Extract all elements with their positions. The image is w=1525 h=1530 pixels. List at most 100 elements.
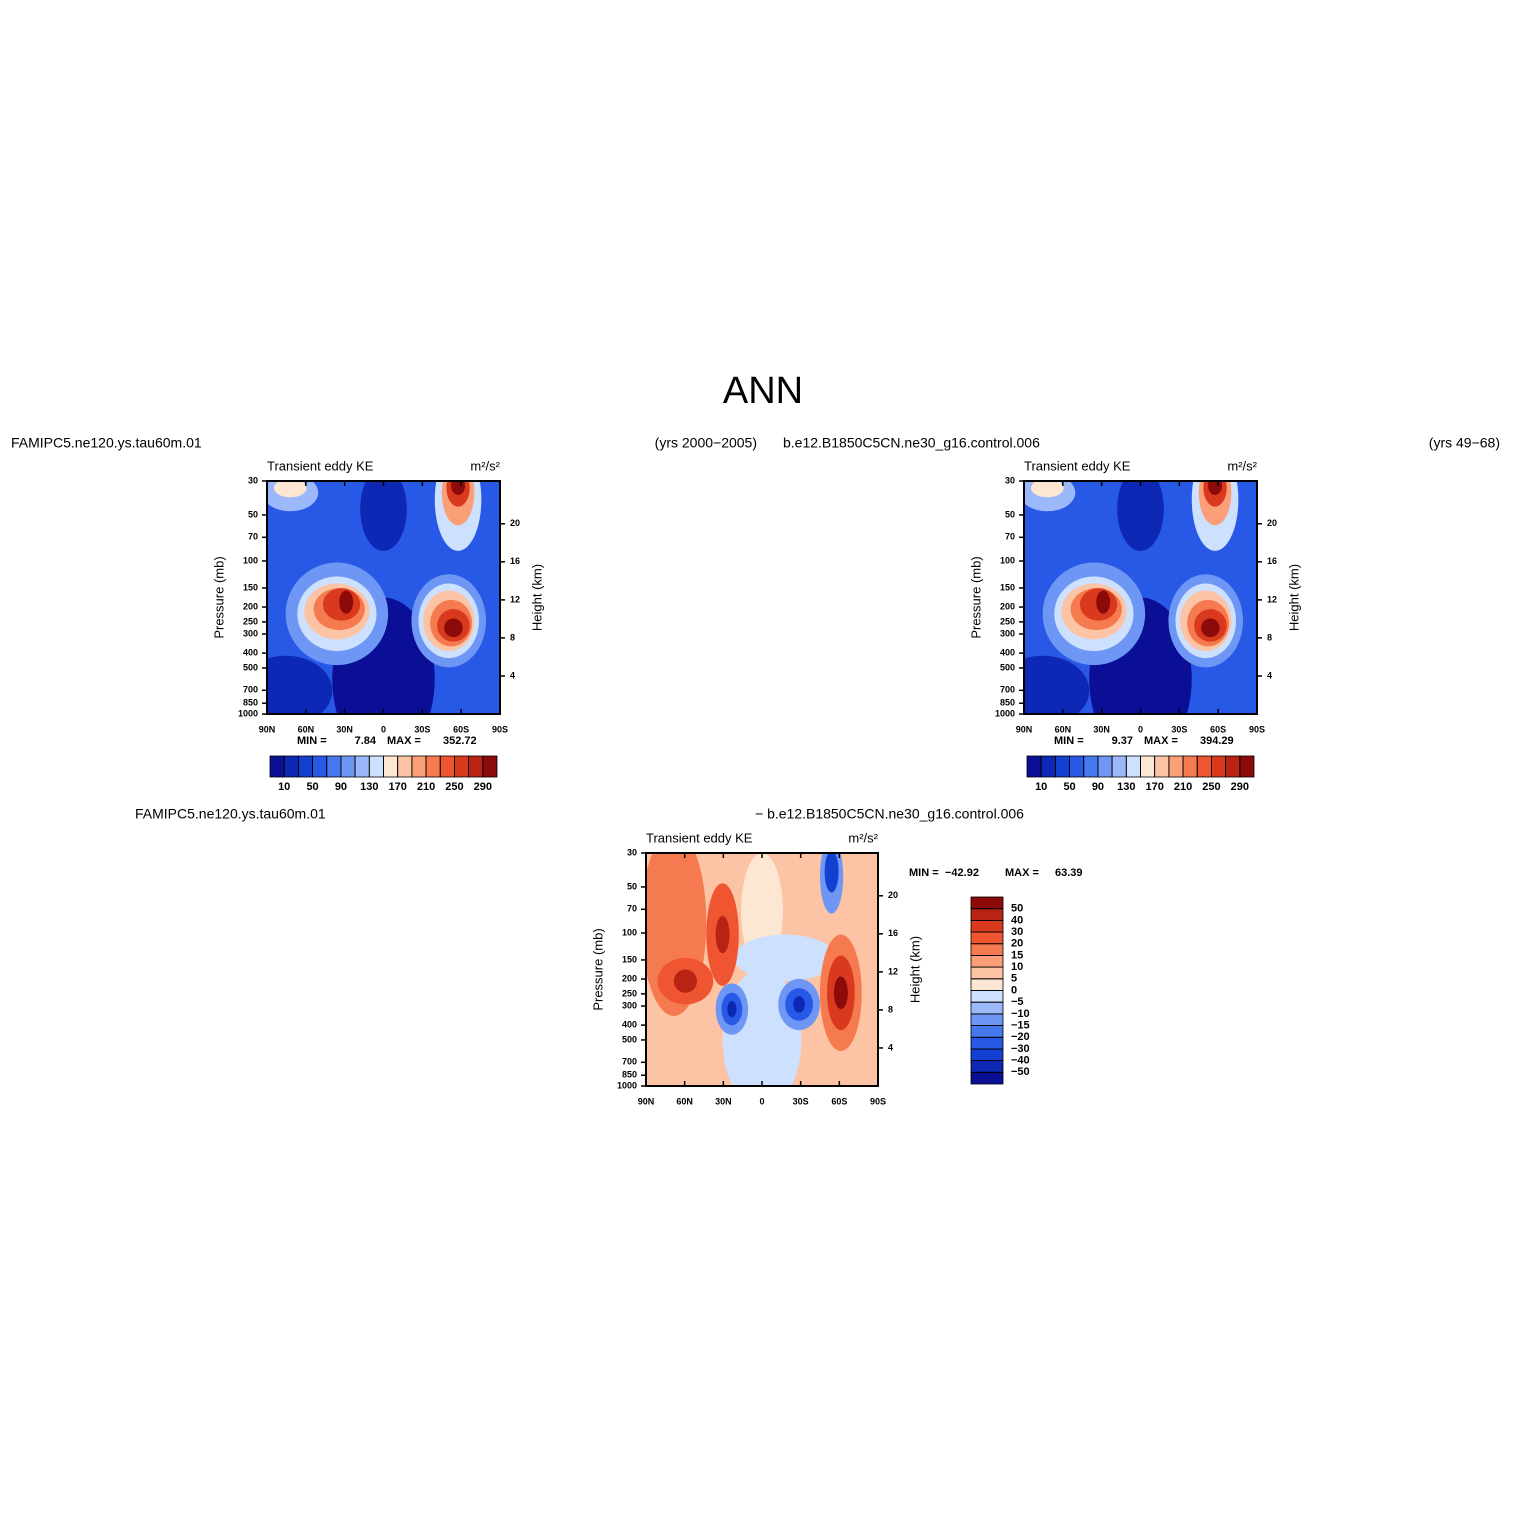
y-tick-label: 100	[622, 927, 637, 937]
figure-title: ANN	[723, 370, 803, 412]
colorbar-box	[312, 755, 328, 778]
colorbar-box	[468, 755, 484, 778]
colorbar-box	[1168, 755, 1184, 778]
colorbar-box	[970, 1036, 1004, 1050]
contour-field	[267, 481, 500, 714]
x-tick-label: 30N	[1093, 724, 1110, 734]
colorbar-box	[368, 755, 384, 778]
contour-region	[833, 976, 848, 1010]
y-tick-label: 850	[243, 698, 258, 708]
contour-region	[273, 481, 307, 498]
colorbar-label: 90	[1092, 781, 1104, 793]
variable-label: Transient eddy KE	[1024, 458, 1131, 473]
contour-region	[360, 481, 407, 551]
x-tick-label: 60S	[453, 724, 469, 734]
variable-label: Transient eddy KE	[267, 458, 374, 473]
colorbar-label: 290	[474, 781, 492, 793]
x-tick-label: 30N	[715, 1096, 732, 1106]
contour-field	[1024, 481, 1257, 714]
max-label: MAX =	[1144, 735, 1178, 747]
colorbar-box	[482, 755, 498, 778]
y2-tick-label: 8	[888, 1004, 893, 1014]
y2-tick-label: 16	[1267, 556, 1277, 566]
y2-axis-label: Height (km)	[1286, 564, 1301, 631]
colorbar-box	[970, 1025, 1004, 1038]
colorbar-box	[411, 755, 427, 778]
x-tick-label: 30S	[414, 724, 430, 734]
max-label: MAX =	[1005, 867, 1039, 879]
colorbar-box	[1196, 755, 1212, 778]
y-tick-label: 400	[622, 1019, 637, 1029]
y2-tick-label: 20	[510, 518, 520, 528]
y-tick-label: 700	[622, 1057, 637, 1067]
contour-region	[1208, 481, 1223, 495]
colorbar-label: 10	[1011, 961, 1023, 973]
y-tick-label: 300	[1000, 628, 1015, 638]
colorbar-box	[439, 755, 455, 778]
max-value: 63.39	[1055, 867, 1083, 879]
y-tick-label: 200	[622, 973, 637, 983]
colorbar-label: 210	[1174, 781, 1192, 793]
x-tick-label: 0	[1138, 724, 1143, 734]
colorbar-label: 210	[417, 781, 435, 793]
y-tick-label: 50	[248, 509, 258, 519]
x-tick-label: 90N	[259, 724, 276, 734]
colorbar-box	[970, 955, 1004, 968]
min-value: 7.84	[355, 735, 377, 747]
units-label: m²/s²	[470, 458, 500, 473]
min-label: MIN =	[1054, 735, 1084, 747]
colorbar-box	[970, 1060, 1004, 1073]
y-tick-label: 300	[243, 628, 258, 638]
colorbar-label: 50	[1011, 903, 1023, 915]
colorbar-box	[454, 755, 470, 778]
x-tick-label: 30S	[793, 1096, 809, 1106]
contour-region	[1030, 481, 1064, 498]
contour-region	[267, 655, 333, 714]
x-tick-label: 60N	[676, 1096, 693, 1106]
case-name: FAMIPC5.ne120.ys.tau60m.01	[135, 806, 326, 822]
colorbar-label: −30	[1011, 1043, 1030, 1055]
colorbar-label: 250	[445, 781, 463, 793]
y2-tick-label: 16	[510, 556, 520, 566]
min-value: 9.37	[1112, 735, 1133, 747]
y2-tick-label: 4	[510, 670, 515, 680]
colorbar-box	[283, 755, 299, 778]
contour-region	[1096, 590, 1111, 614]
colorbar-box	[1040, 755, 1056, 778]
x-tick-label: 90S	[492, 724, 508, 734]
case-name: FAMIPC5.ne120.ys.tau60m.01	[11, 435, 202, 451]
contour-region	[339, 590, 354, 614]
y2-tick-label: 8	[510, 632, 515, 642]
y-tick-label: 70	[627, 904, 637, 914]
units-label: m²/s²	[1227, 458, 1257, 473]
y-axis-label: Pressure (mb)	[590, 928, 605, 1010]
colorbar-label: −50	[1011, 1066, 1030, 1078]
y-tick-label: 150	[243, 582, 258, 592]
min-value: −42.92	[945, 867, 979, 879]
units-label: m²/s²	[848, 830, 878, 845]
colorbar-box	[970, 1048, 1004, 1062]
y-tick-label: 150	[1000, 582, 1015, 592]
contour-region	[673, 969, 698, 993]
y-tick-label: 30	[1005, 475, 1015, 485]
y-tick-label: 400	[243, 647, 258, 657]
colorbar-box	[1097, 755, 1113, 778]
colorbar-label: 20	[1011, 938, 1023, 950]
colorbar-label: 170	[389, 781, 407, 793]
colorbar-label: 15	[1011, 949, 1023, 961]
y-axis-label: Pressure (mb)	[211, 556, 226, 638]
colorbar-label: −5	[1011, 996, 1024, 1008]
colorbar-label: 10	[278, 781, 290, 793]
colorbar-box	[970, 978, 1004, 991]
colorbar-box	[970, 896, 1004, 910]
colorbar-box	[970, 990, 1004, 1003]
y-tick-label: 50	[627, 881, 637, 891]
colorbar-box	[1083, 755, 1099, 778]
x-tick-label: 0	[381, 724, 386, 734]
y2-tick-label: 20	[888, 890, 898, 900]
y-tick-label: 500	[622, 1034, 637, 1044]
colorbar-box	[397, 755, 413, 778]
colorbar-box	[970, 931, 1004, 945]
case-name-2: − b.e12.B1850C5CN.ne30_g16.control.006	[755, 806, 1024, 822]
